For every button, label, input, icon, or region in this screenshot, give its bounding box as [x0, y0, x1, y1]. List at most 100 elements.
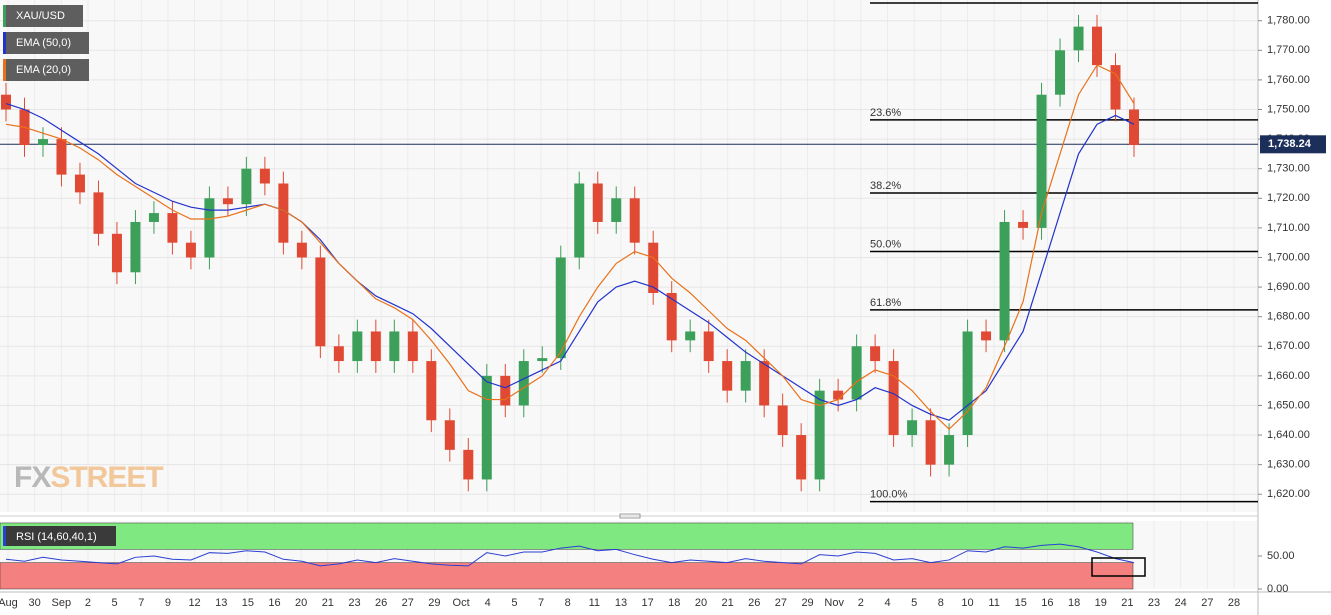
- x-tick-label: 11: [988, 597, 999, 609]
- x-tick-label: 24: [1175, 597, 1187, 609]
- resize-handle[interactable]: [619, 513, 641, 519]
- candle-body: [111, 233, 122, 273]
- candle-body: [93, 192, 104, 234]
- x-tick-label: 28: [1228, 597, 1240, 609]
- x-tick-label: 4: [884, 597, 890, 609]
- fib-label: 50.0%: [870, 238, 901, 250]
- candle-body: [185, 242, 196, 258]
- rsi-y-tick-label: 0.00: [1267, 583, 1288, 595]
- candle-body: [222, 198, 233, 205]
- candle-body: [352, 331, 363, 362]
- legend-badge[interactable]: [3, 32, 89, 54]
- candle-body: [685, 331, 696, 341]
- x-tick-label: 15: [242, 597, 254, 609]
- candle-body: [777, 405, 788, 436]
- candle-body: [648, 242, 659, 293]
- x-tick-label: 30: [29, 597, 41, 609]
- x-tick-label: 10: [961, 597, 973, 609]
- candle-body: [740, 361, 751, 391]
- x-tick-label: 15: [1015, 597, 1027, 609]
- x-tick-label: 29: [428, 597, 440, 609]
- x-tick-label: 5: [511, 597, 517, 609]
- fib-label: 61.8%: [870, 297, 901, 309]
- rsi-title-stripe: [3, 526, 6, 546]
- x-tick-label: 26: [748, 597, 760, 609]
- legend-label: XAU/USD: [16, 10, 65, 22]
- x-tick-label: 12: [188, 597, 200, 609]
- y-tick-label: 1,680.00: [1267, 311, 1310, 323]
- candle-body: [1018, 221, 1029, 228]
- y-tick-label: 1,780.00: [1267, 15, 1310, 27]
- candle-body: [167, 213, 178, 243]
- candle-body: [130, 221, 141, 273]
- x-tick-label: 27: [402, 597, 414, 609]
- x-tick-label: Sep: [52, 597, 72, 609]
- fib-label: 100.0%: [870, 489, 908, 501]
- candle-body: [888, 361, 899, 436]
- candle-body: [574, 183, 585, 258]
- x-tick-label: 27: [1201, 597, 1213, 609]
- watermark-part: STREET: [50, 461, 163, 494]
- last-price-badge: [1260, 135, 1326, 154]
- rsi-y-tick-label: 50.00: [1267, 550, 1295, 562]
- x-tick-label: 29: [801, 597, 813, 609]
- candle-body: [37, 139, 48, 146]
- y-tick-label: 1,760.00: [1267, 74, 1310, 86]
- x-tick-label: Nov: [824, 597, 844, 609]
- candle-body: [870, 346, 881, 362]
- fib-label: 23.6%: [870, 107, 901, 119]
- x-tick-label: 27: [775, 597, 787, 609]
- candle-body: [907, 420, 918, 436]
- y-tick-label: 1,640.00: [1267, 429, 1310, 441]
- legend-label: EMA (50,0): [16, 37, 71, 49]
- legend-badge[interactable]: [3, 59, 89, 81]
- candle-body: [629, 198, 640, 243]
- x-tick-label: 9: [165, 597, 171, 609]
- candle-body: [444, 420, 455, 450]
- x-tick-label: 20: [295, 597, 307, 609]
- candle-body: [833, 390, 844, 400]
- candle-body: [518, 361, 529, 406]
- candle-body: [426, 361, 437, 421]
- candle-body: [759, 361, 770, 406]
- candle-body: [962, 331, 973, 436]
- candle-body: [463, 449, 474, 480]
- candle-body: [592, 183, 603, 222]
- y-tick-label: 1,710.00: [1267, 222, 1310, 234]
- x-tick-label: 18: [668, 597, 680, 609]
- candle-body: [944, 435, 955, 465]
- ema-line: [5, 103, 1135, 421]
- y-tick-label: 1,700.00: [1267, 251, 1310, 263]
- x-tick-label: 16: [268, 597, 280, 609]
- x-tick-label: 23: [1148, 597, 1160, 609]
- candle-body: [74, 174, 85, 193]
- candle-body: [1, 94, 11, 110]
- candle-body: [278, 183, 289, 243]
- candle-body: [1036, 94, 1047, 228]
- x-tick-label: 2: [858, 597, 864, 609]
- x-tick-label: 26: [375, 597, 387, 609]
- candle-body: [537, 358, 548, 362]
- legend-label: EMA (20,0): [16, 64, 71, 76]
- x-tick-label: 2: [85, 597, 91, 609]
- candle-body: [241, 168, 252, 205]
- candle-body: [1073, 26, 1084, 51]
- candle-body: [851, 346, 862, 400]
- candle-body: [925, 420, 936, 465]
- fib-label: 38.2%: [870, 180, 901, 192]
- rsi-title: RSI (14,60,40,1): [16, 531, 97, 543]
- x-tick-label: 18: [1068, 597, 1080, 609]
- y-tick-label: 1,670.00: [1267, 340, 1310, 352]
- x-tick-label: Aug: [0, 597, 18, 609]
- candle-body: [333, 346, 344, 362]
- y-tick-label: 1,690.00: [1267, 281, 1310, 293]
- legend-badge[interactable]: [3, 5, 83, 27]
- rsi-title-badge: [3, 526, 116, 546]
- watermark: FXSTREET: [14, 461, 163, 494]
- candle-body: [1129, 109, 1139, 146]
- candle-body: [1110, 65, 1121, 110]
- candle-body: [1092, 26, 1103, 66]
- y-tick-label: 1,620.00: [1267, 488, 1310, 500]
- y-tick-label: 1,660.00: [1267, 370, 1310, 382]
